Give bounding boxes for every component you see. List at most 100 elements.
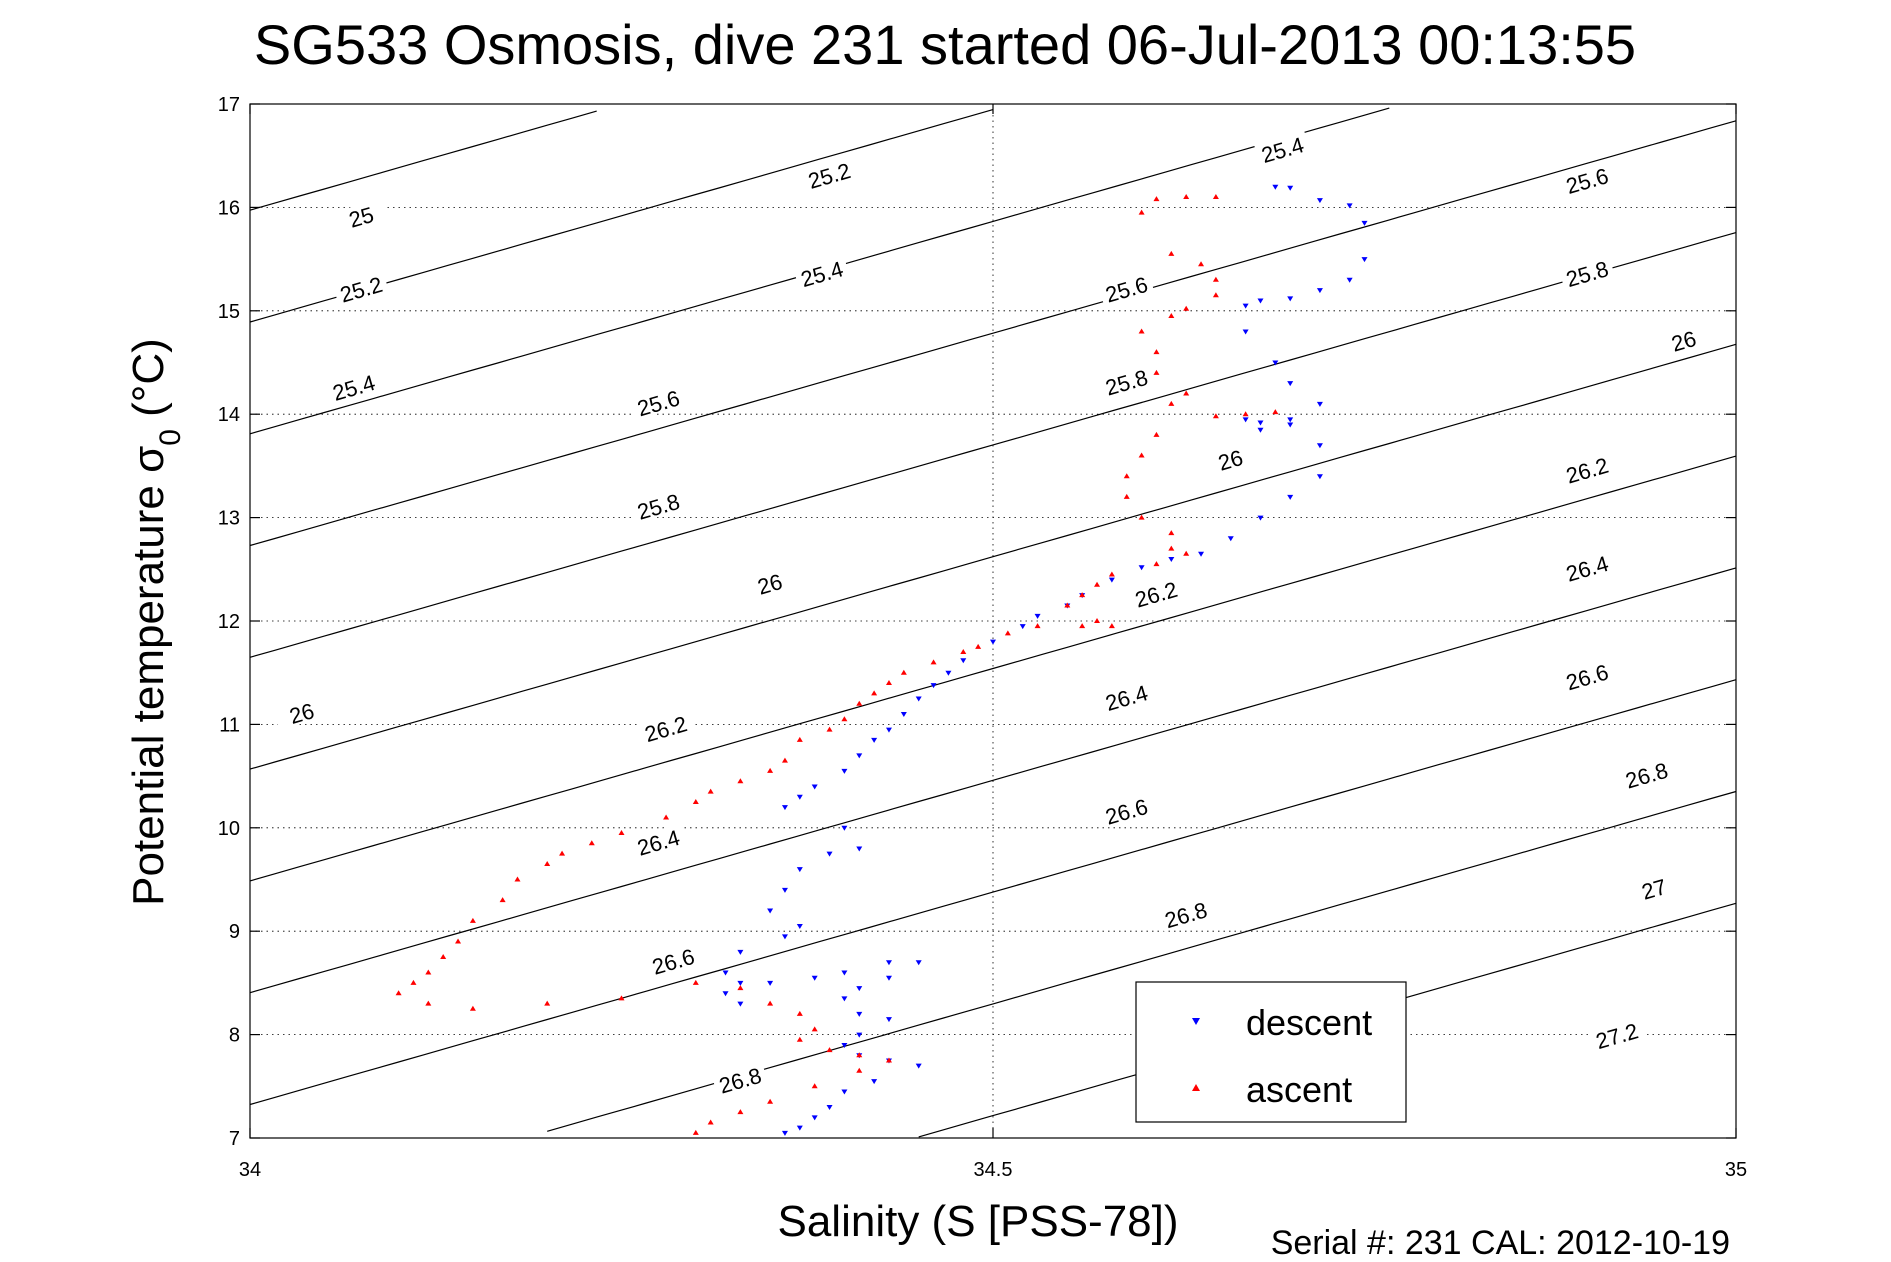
ascent-point <box>1168 250 1175 256</box>
descent-point <box>1034 613 1041 619</box>
ascent-point <box>930 659 937 665</box>
descent-point <box>1316 443 1323 449</box>
y-tick-label: 9 <box>229 921 240 943</box>
ascent-point <box>1153 369 1160 375</box>
data-points <box>395 184 1368 1136</box>
descent-point <box>1287 422 1294 428</box>
ascent-point <box>871 690 878 696</box>
ascent-point <box>737 778 744 784</box>
descent-point <box>1257 515 1264 521</box>
descent-point <box>841 1089 848 1095</box>
descent-point <box>781 805 788 811</box>
ascent-point <box>1183 550 1190 556</box>
y-tick-label: 16 <box>218 197 240 219</box>
descent-point <box>1227 536 1234 542</box>
descent-point <box>767 908 774 914</box>
ascent-point <box>663 814 670 820</box>
descent-point <box>1287 296 1294 302</box>
descent-point <box>767 980 774 986</box>
descent-point <box>1316 198 1323 204</box>
series-ascent <box>395 194 1279 1135</box>
descent-point <box>945 670 952 676</box>
descent-point <box>930 683 937 689</box>
contour-line-26-8 <box>249 679 1737 1106</box>
ascent-point <box>425 969 432 975</box>
descent-point <box>856 1032 863 1038</box>
ascent-point <box>692 1129 699 1135</box>
descent-point <box>1168 556 1175 562</box>
contour-label-bg <box>630 487 687 524</box>
y-axis-label-unit: (°C) <box>124 338 173 429</box>
contour-label-bg <box>1202 441 1259 477</box>
descent-point <box>1019 624 1026 630</box>
contour-label-bg <box>644 942 701 979</box>
descent-point <box>871 737 878 743</box>
descent-point <box>960 658 967 664</box>
descent-point <box>1316 288 1323 294</box>
ascent-point <box>1212 292 1219 298</box>
ascent-point <box>885 1057 892 1063</box>
contour-label-bg <box>800 156 858 193</box>
legend-box <box>1135 981 1407 1123</box>
x-tick-label: 35 <box>1725 1159 1747 1181</box>
ascent-point <box>1168 312 1175 318</box>
descent-point <box>811 1115 818 1121</box>
descent-point <box>841 1042 848 1048</box>
descent-point <box>1287 494 1294 500</box>
descent-point <box>1108 577 1115 583</box>
serial-cal-footer: Serial #: 231 CAL: 2012-10-19 <box>1271 1224 1730 1262</box>
descent-point <box>796 867 803 873</box>
ascent-point <box>1153 196 1160 202</box>
ascent-point <box>856 1067 863 1073</box>
y-tick-label: 8 <box>229 1025 240 1047</box>
y-tick-label: 11 <box>219 714 240 736</box>
ascent-point <box>811 1083 818 1089</box>
ascent-point <box>1153 349 1160 355</box>
descent-point <box>915 1063 922 1069</box>
descent-point <box>781 934 788 940</box>
ascent-point <box>1004 630 1011 636</box>
ascent-point <box>1153 561 1160 567</box>
descent-point <box>781 887 788 893</box>
ascent-point <box>1272 409 1279 415</box>
y-tick-label: 10 <box>218 818 240 840</box>
ascent-point <box>544 1000 551 1006</box>
x-tick-label: 34 <box>239 1159 261 1181</box>
ascent-point <box>692 798 699 804</box>
ascent-point <box>1138 328 1145 334</box>
ascent-point <box>395 990 402 996</box>
contour-label-bg <box>332 270 389 306</box>
descent-point <box>1198 551 1205 557</box>
descent-point <box>781 1130 788 1136</box>
ascent-point <box>826 1047 833 1053</box>
descent-point <box>1272 360 1279 366</box>
descent-point <box>1361 220 1368 226</box>
ascent-point <box>841 716 848 722</box>
descent-point <box>1257 298 1264 304</box>
contour-line-26-2 <box>249 343 1737 770</box>
descent-point <box>871 1079 878 1085</box>
y-tick-label: 13 <box>218 508 240 530</box>
contour-label-bg <box>1098 270 1155 306</box>
contour-label-bg <box>741 565 798 601</box>
descent-point <box>915 696 922 702</box>
descent-point <box>1257 427 1264 433</box>
legend-ascent-label: ascent <box>1246 1069 1352 1110</box>
grid-lines <box>250 104 1736 1138</box>
ascent-point <box>618 829 625 835</box>
ascent-point <box>1183 305 1190 311</box>
contour-label-bg <box>1558 451 1615 487</box>
descent-point <box>856 846 863 852</box>
ascent-point <box>1138 514 1145 520</box>
ascent-point <box>1034 623 1041 629</box>
descent-point <box>856 753 863 759</box>
ascent-point <box>811 1026 818 1032</box>
series-descent <box>722 184 1368 1136</box>
ascent-point <box>1168 400 1175 406</box>
ascent-point <box>826 726 833 732</box>
y-tick-label: 14 <box>218 404 240 426</box>
contour-label-bg <box>1098 363 1155 399</box>
contour-label-bg <box>1254 130 1311 167</box>
ascent-point <box>559 850 566 856</box>
